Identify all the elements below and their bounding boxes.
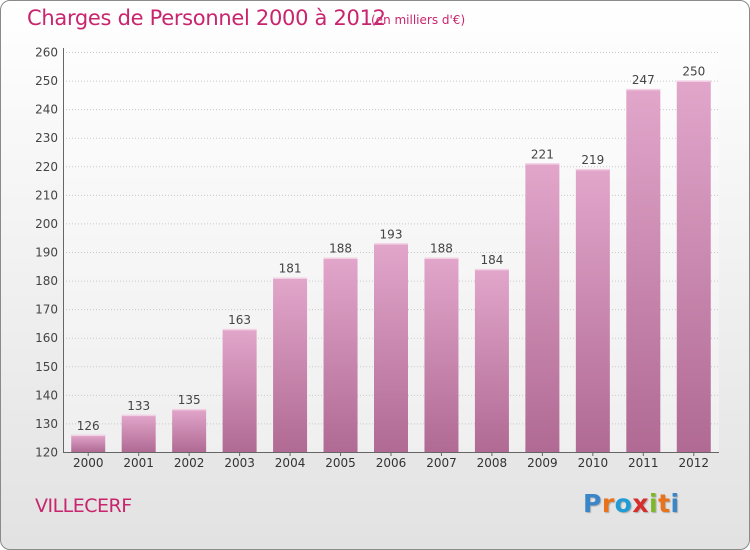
bar <box>323 257 358 452</box>
x-tick-label: 2002 <box>174 456 205 470</box>
bar <box>575 169 610 452</box>
y-tick-label: 160 <box>35 331 58 345</box>
x-tick-label: 2007 <box>426 456 457 470</box>
y-tick-label: 190 <box>35 246 58 260</box>
logo-letter: r <box>601 489 615 518</box>
data-label: 133 <box>127 399 150 413</box>
y-tick-label: 130 <box>35 417 58 431</box>
y-tick-label: 220 <box>35 160 58 174</box>
x-tick-label: 2009 <box>527 456 558 470</box>
x-tick-label: 2008 <box>477 456 508 470</box>
bar <box>676 80 711 453</box>
x-tick-label: 2011 <box>628 456 659 470</box>
proxiti-logo: Proxiti <box>583 489 680 518</box>
data-label: 247 <box>632 73 655 87</box>
logo-letter: i <box>670 489 680 518</box>
y-tick-label: 120 <box>35 446 58 460</box>
data-label: 163 <box>228 313 251 327</box>
logo-letter: t <box>658 489 671 518</box>
y-tick-label: 200 <box>35 217 58 231</box>
bar <box>222 329 257 452</box>
y-tick-label: 250 <box>35 74 58 88</box>
x-tick-label: 2012 <box>678 456 709 470</box>
y-tick-label: 260 <box>35 46 58 60</box>
data-label: 184 <box>480 253 503 267</box>
bar <box>525 163 560 452</box>
chart-title: Charges de Personnel 2000 à 2012 <box>27 6 386 30</box>
bar <box>121 414 156 452</box>
bar <box>474 269 509 452</box>
logo-letter: P <box>583 489 602 518</box>
bar <box>172 409 207 452</box>
bar <box>273 277 308 452</box>
y-tick-label: 140 <box>35 388 58 402</box>
data-label: 193 <box>380 227 403 241</box>
x-tick-label: 2004 <box>275 456 306 470</box>
bar <box>374 243 408 452</box>
bar <box>424 257 459 452</box>
data-label: 181 <box>279 262 302 276</box>
x-tick-label: 2010 <box>578 456 609 470</box>
bar <box>626 89 661 453</box>
y-tick-label: 240 <box>35 103 58 117</box>
data-label: 219 <box>581 153 604 167</box>
y-tick-label: 180 <box>35 274 58 288</box>
data-label: 188 <box>329 242 352 256</box>
y-tick-label: 150 <box>35 360 58 374</box>
chart-subtitle: (en milliers d'€) <box>371 13 466 27</box>
bar <box>71 434 106 452</box>
data-label: 126 <box>77 419 100 433</box>
y-tick-label: 230 <box>35 131 58 145</box>
logo-letter: o <box>614 489 633 518</box>
x-tick-label: 2000 <box>73 456 104 470</box>
data-label: 250 <box>682 65 705 79</box>
data-label: 221 <box>531 147 554 161</box>
x-tick-label: 2003 <box>224 456 255 470</box>
commune-name: VILLECERF <box>35 495 132 517</box>
x-tick-label: 2005 <box>325 456 356 470</box>
y-tick-label: 210 <box>35 188 58 202</box>
logo-letter: i <box>649 489 659 518</box>
y-tick-label: 170 <box>35 303 58 317</box>
data-label: 135 <box>178 393 201 407</box>
data-label: 188 <box>430 242 453 256</box>
x-tick-label: 2001 <box>123 456 154 470</box>
x-tick-label: 2006 <box>376 456 407 470</box>
logo-letter: x <box>632 489 649 518</box>
